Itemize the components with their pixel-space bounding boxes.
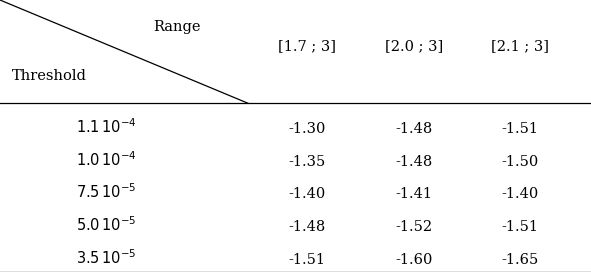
- Text: -1.51: -1.51: [289, 253, 326, 267]
- Text: -1.52: -1.52: [395, 220, 432, 234]
- Text: -1.60: -1.60: [395, 253, 433, 267]
- Text: -1.40: -1.40: [288, 187, 326, 201]
- Text: [1.7 ; 3]: [1.7 ; 3]: [278, 39, 336, 53]
- Text: -1.30: -1.30: [288, 122, 326, 136]
- Text: -1.51: -1.51: [502, 122, 538, 136]
- Text: -1.51: -1.51: [502, 220, 538, 234]
- Text: -1.40: -1.40: [501, 187, 539, 201]
- Text: $1.1\,10^{-4}$: $1.1\,10^{-4}$: [76, 117, 137, 136]
- Text: -1.48: -1.48: [395, 122, 433, 136]
- Text: $1.0\,10^{-4}$: $1.0\,10^{-4}$: [76, 150, 137, 169]
- Text: Range: Range: [154, 20, 201, 34]
- Text: -1.35: -1.35: [288, 155, 326, 169]
- Text: -1.48: -1.48: [395, 155, 433, 169]
- Text: [2.0 ; 3]: [2.0 ; 3]: [385, 39, 443, 53]
- Text: -1.50: -1.50: [501, 155, 539, 169]
- Text: $3.5\,10^{-5}$: $3.5\,10^{-5}$: [76, 248, 137, 267]
- Text: $7.5\,10^{-5}$: $7.5\,10^{-5}$: [76, 183, 137, 201]
- Text: -1.48: -1.48: [288, 220, 326, 234]
- Text: $5.0\,10^{-5}$: $5.0\,10^{-5}$: [76, 215, 137, 234]
- Text: -1.41: -1.41: [395, 187, 432, 201]
- Text: [2.1 ; 3]: [2.1 ; 3]: [491, 39, 549, 53]
- Text: Threshold: Threshold: [12, 69, 87, 83]
- Text: -1.65: -1.65: [501, 253, 539, 267]
